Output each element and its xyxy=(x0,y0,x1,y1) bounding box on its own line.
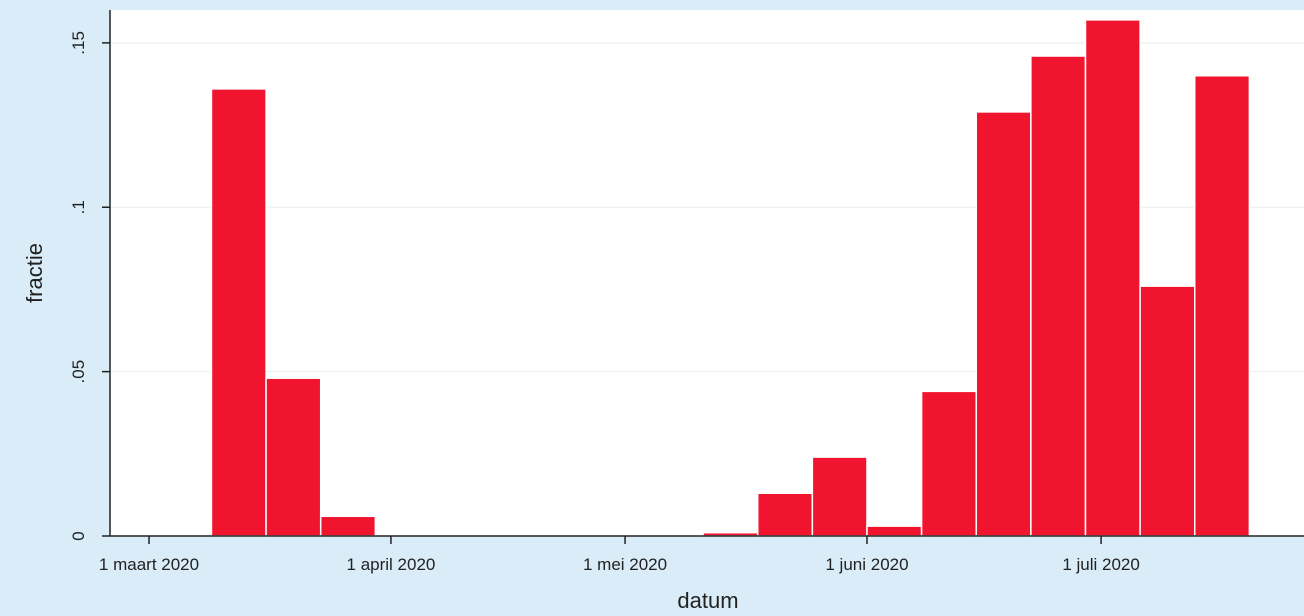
y-tick-label: 0 xyxy=(69,531,88,540)
bar xyxy=(1030,55,1087,537)
x-tick-label: 1 april 2020 xyxy=(347,555,436,574)
x-tick-label: 1 juli 2020 xyxy=(1062,555,1140,574)
bar xyxy=(1084,19,1141,537)
y-tick-label: .1 xyxy=(69,200,88,214)
bar xyxy=(975,111,1032,537)
bar xyxy=(1193,75,1251,537)
axes xyxy=(109,10,1304,537)
bar xyxy=(1139,285,1196,537)
bar xyxy=(920,390,977,537)
y-axis-ticks: 0 .05 .1 .15 xyxy=(69,31,110,541)
y-tick-label: .05 xyxy=(69,360,88,384)
y-tick-label: .15 xyxy=(69,31,88,55)
x-tick-label: 1 mei 2020 xyxy=(583,555,667,574)
x-tick-label: 1 maart 2020 xyxy=(99,555,199,574)
bar xyxy=(265,377,322,537)
bar xyxy=(866,525,923,537)
bar xyxy=(756,492,814,537)
x-tick-label: 1 juni 2020 xyxy=(825,555,908,574)
y-axis-title: fractie xyxy=(22,243,47,303)
bar xyxy=(210,88,267,537)
bar xyxy=(319,515,377,537)
bar xyxy=(811,456,868,537)
bars xyxy=(210,19,1251,537)
x-axis-ticks: 1 maart 2020 1 april 2020 1 mei 2020 1 juni… xyxy=(99,536,1140,574)
x-axis-title: datum xyxy=(677,588,738,613)
